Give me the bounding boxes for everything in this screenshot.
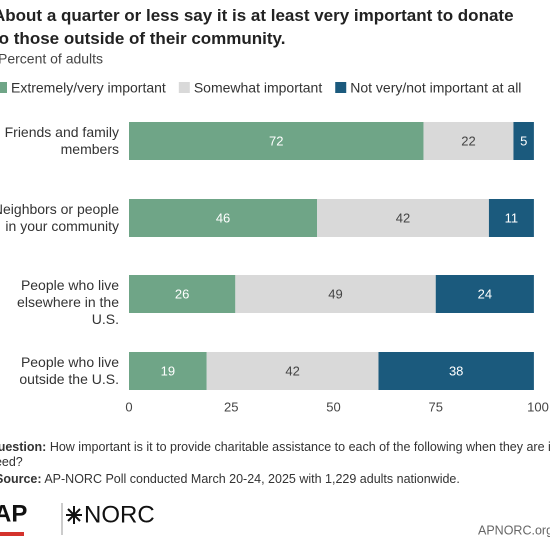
site-link: APNORC.org xyxy=(478,523,550,537)
value-label: 11 xyxy=(505,210,519,225)
bar-segment xyxy=(435,275,534,313)
value-label: 26 xyxy=(175,286,189,301)
chart-title: About a quarter or less say it is at lea… xyxy=(0,6,514,48)
x-tick-label: 100 xyxy=(527,399,549,414)
logo-ap-bar xyxy=(0,532,24,536)
logo-star xyxy=(66,506,82,524)
value-label: 5 xyxy=(520,133,527,148)
bar-segment xyxy=(488,199,534,237)
category-label: People who live outside the U.S. xyxy=(19,354,119,387)
value-label: 42 xyxy=(285,363,299,378)
question-text: How important is it to provide charitabl… xyxy=(0,440,550,469)
value-label: 46 xyxy=(216,210,230,225)
bar-segment xyxy=(129,352,207,390)
value-label: 72 xyxy=(269,133,283,148)
legend-label: Not very/not important at all xyxy=(350,80,521,96)
bar-segment xyxy=(317,199,489,237)
value-label: 38 xyxy=(449,363,463,378)
bar-segment xyxy=(235,275,436,313)
bar-segment xyxy=(423,122,514,160)
legend-swatch xyxy=(335,82,347,93)
x-tick-label: 50 xyxy=(326,399,340,414)
bar-segment xyxy=(129,275,236,313)
bar-segment xyxy=(206,352,379,390)
category-label: People who live elsewhere in the U.S. xyxy=(17,277,119,327)
source-label: Source: xyxy=(0,472,42,486)
value-label: 22 xyxy=(461,133,475,148)
question-label: Question: xyxy=(0,440,47,454)
legend-label: Extremely/very important xyxy=(11,80,166,96)
value-label: 19 xyxy=(161,363,175,378)
legend-label: Somewhat important xyxy=(194,80,323,96)
legend-swatch xyxy=(0,82,7,93)
x-tick-label: 0 xyxy=(125,399,132,414)
bar-segment xyxy=(129,122,424,160)
value-label: 49 xyxy=(328,286,342,301)
bar-segment xyxy=(513,122,534,160)
value-label: 24 xyxy=(478,286,492,301)
chart-subtitle: Percent of adults xyxy=(0,51,103,67)
logo-ap: AP xyxy=(0,500,27,527)
value-label: 42 xyxy=(396,210,410,225)
source-note: Source: AP-NORC Poll conducted March 20-… xyxy=(0,472,550,487)
category-label: Friends and family members xyxy=(4,124,119,157)
category-label: Neighbors or people in your community xyxy=(0,201,119,234)
x-tick-label: 25 xyxy=(224,399,238,414)
source-text: AP-NORC Poll conducted March 20-24, 2025… xyxy=(44,472,460,486)
logo-norc: NORC xyxy=(84,501,155,528)
bar-segment xyxy=(129,199,318,237)
x-tick-label: 75 xyxy=(429,399,443,414)
question-note: Question: How important is it to provide… xyxy=(0,440,550,470)
bar-segment xyxy=(378,352,534,390)
legend-swatch xyxy=(178,82,190,93)
